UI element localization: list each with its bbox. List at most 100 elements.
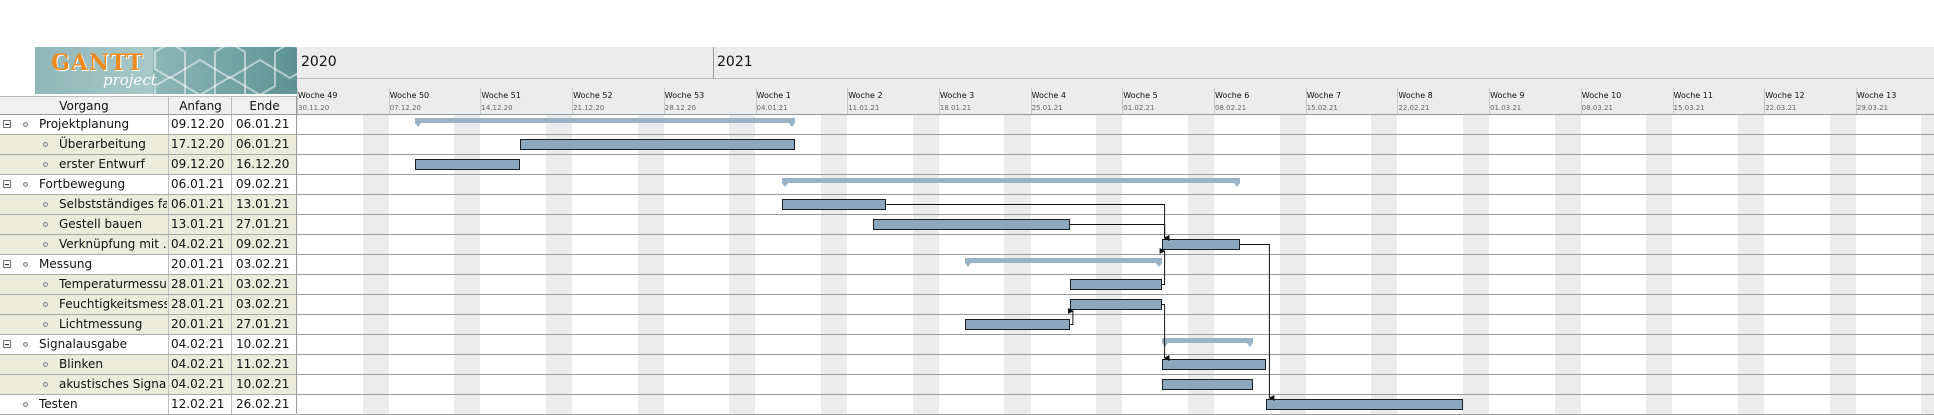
task-end-date[interactable]: 27.01.21	[236, 217, 290, 231]
task-row[interactable]: Messung 20.01.21 03.02.21	[0, 255, 296, 275]
task-start-date[interactable]: 20.01.21	[171, 257, 225, 271]
week-divider	[297, 88, 298, 115]
task-end-date[interactable]: 16.12.20	[236, 157, 290, 171]
task-start-date[interactable]: 17.12.20	[171, 137, 225, 151]
task-bar[interactable]	[1266, 399, 1463, 410]
task-bar[interactable]	[781, 199, 887, 210]
task-row[interactable]: akustisches Signal 04.02.21 10.02.21	[0, 375, 296, 395]
task-start-date[interactable]: 04.02.21	[171, 237, 225, 251]
task-bar[interactable]	[873, 219, 1070, 230]
task-row[interactable]: Fortbewegung 06.01.21 09.02.21	[0, 175, 296, 195]
task-end-date[interactable]: 06.01.21	[236, 137, 290, 151]
task-name[interactable]: Testen	[39, 397, 78, 411]
task-end-date[interactable]: 09.02.21	[236, 237, 290, 251]
column-separator	[168, 315, 169, 334]
summary-bar[interactable]	[781, 178, 1241, 187]
column-separator	[168, 115, 169, 134]
summary-bar[interactable]	[965, 258, 1162, 267]
task-end-date[interactable]: 03.02.21	[236, 277, 290, 291]
task-name[interactable]: akustisches Signal	[59, 377, 167, 391]
task-start-date[interactable]: 28.01.21	[171, 277, 225, 291]
chart-row-divider	[297, 154, 1934, 155]
task-end-date[interactable]: 26.02.21	[236, 397, 290, 411]
task-bar[interactable]	[414, 159, 520, 170]
column-header-ende[interactable]: Ende	[231, 97, 297, 115]
task-start-date[interactable]: 12.02.21	[171, 397, 225, 411]
column-header-vorgang[interactable]: Vorgang	[59, 99, 109, 113]
week-label: Woche 51	[481, 91, 521, 100]
task-name[interactable]: Verknüpfung mit ...	[59, 237, 167, 251]
task-end-date[interactable]: 09.02.21	[236, 177, 290, 191]
task-bar[interactable]	[965, 319, 1070, 330]
task-name[interactable]: Selbstständiges fa...	[59, 197, 167, 211]
task-row[interactable]: Überarbeitung 17.12.20 06.01.21	[0, 135, 296, 155]
task-start-date[interactable]: 04.02.21	[171, 337, 225, 351]
task-end-date[interactable]: 10.02.21	[236, 337, 290, 351]
column-separator	[231, 175, 232, 194]
collapse-toggle-icon[interactable]	[3, 120, 11, 128]
task-start-date[interactable]: 06.01.21	[171, 177, 225, 191]
task-row[interactable]: Feuchtigkeitsmess... 28.01.21 03.02.21	[0, 295, 296, 315]
task-end-date[interactable]: 10.02.21	[236, 377, 290, 391]
task-name[interactable]: Überarbeitung	[59, 137, 146, 151]
task-name[interactable]: Signalausgabe	[39, 337, 128, 351]
column-separator	[231, 275, 232, 294]
task-start-date[interactable]: 09.12.20	[171, 157, 225, 171]
task-name[interactable]: erster Entwurf	[59, 157, 145, 171]
task-name[interactable]: Feuchtigkeitsmess...	[59, 297, 167, 311]
task-name[interactable]: Fortbewegung	[39, 177, 126, 191]
task-bar[interactable]	[1161, 359, 1267, 370]
week-label: Woche 8	[1398, 91, 1433, 100]
task-start-date[interactable]: 20.01.21	[171, 317, 225, 331]
task-end-date[interactable]: 27.01.21	[236, 317, 290, 331]
task-name[interactable]: Gestell bauen	[59, 217, 143, 231]
task-bar[interactable]	[1069, 279, 1162, 290]
collapse-toggle-icon[interactable]	[3, 340, 11, 348]
task-row[interactable]: Temperaturmessu... 28.01.21 03.02.21	[0, 275, 296, 295]
task-start-date[interactable]: 04.02.21	[171, 357, 225, 371]
task-name[interactable]: Lichtmessung	[59, 317, 143, 331]
task-start-date[interactable]: 04.02.21	[171, 377, 225, 391]
task-bullet-icon	[43, 162, 48, 167]
dependency-arrow[interactable]	[1159, 248, 1166, 285]
task-name[interactable]: Temperaturmessu...	[59, 277, 167, 291]
task-row[interactable]: Gestell bauen 13.01.21 27.01.21	[0, 215, 296, 235]
collapse-toggle-icon[interactable]	[3, 260, 11, 268]
task-row[interactable]: Verknüpfung mit ... 04.02.21 09.02.21	[0, 235, 296, 255]
column-separator	[168, 375, 169, 394]
task-name[interactable]: Blinken	[59, 357, 104, 371]
summary-bar[interactable]	[414, 118, 795, 127]
dependency-arrow[interactable]	[1161, 304, 1170, 361]
hexagon-pattern-icon	[35, 47, 297, 94]
task-end-date[interactable]: 06.01.21	[236, 117, 290, 131]
task-row[interactable]: Projektplanung 09.12.20 06.01.21	[0, 115, 296, 135]
task-start-date[interactable]: 09.12.20	[171, 117, 225, 131]
task-row[interactable]: Signalausgabe 04.02.21 10.02.21	[0, 335, 296, 355]
summary-bar[interactable]	[1161, 338, 1254, 347]
task-name[interactable]: Messung	[39, 257, 93, 271]
collapse-toggle-icon[interactable]	[3, 180, 11, 188]
chart-row-divider	[297, 194, 1934, 195]
task-row[interactable]: Selbstständiges fa... 06.01.21 13.01.21	[0, 195, 296, 215]
task-end-date[interactable]: 03.02.21	[236, 257, 290, 271]
gantt-project-logo: GANTT project	[35, 47, 297, 94]
column-header-anfang[interactable]: Anfang	[168, 97, 232, 115]
task-row[interactable]: erster Entwurf 09.12.20 16.12.20	[0, 155, 296, 175]
task-start-date[interactable]: 13.01.21	[171, 217, 225, 231]
task-bar[interactable]	[1161, 379, 1254, 390]
task-row[interactable]: Lichtmessung 20.01.21 27.01.21	[0, 315, 296, 335]
task-end-date[interactable]: 03.02.21	[236, 297, 290, 311]
task-row[interactable]: Blinken 04.02.21 11.02.21	[0, 355, 296, 375]
task-bar[interactable]	[1069, 299, 1162, 310]
task-start-date[interactable]: 06.01.21	[171, 197, 225, 211]
weekend-shading	[821, 115, 848, 414]
task-bullet-icon	[23, 402, 28, 407]
task-bar[interactable]	[519, 139, 795, 150]
task-bar[interactable]	[1161, 239, 1241, 250]
task-name[interactable]: Projektplanung	[39, 117, 130, 131]
task-end-date[interactable]: 11.02.21	[236, 357, 290, 371]
task-start-date[interactable]: 28.01.21	[171, 297, 225, 311]
task-row[interactable]: Testen 12.02.21 26.02.21	[0, 395, 296, 415]
table-chart-divider[interactable]	[296, 96, 297, 414]
task-end-date[interactable]: 13.01.21	[236, 197, 290, 211]
